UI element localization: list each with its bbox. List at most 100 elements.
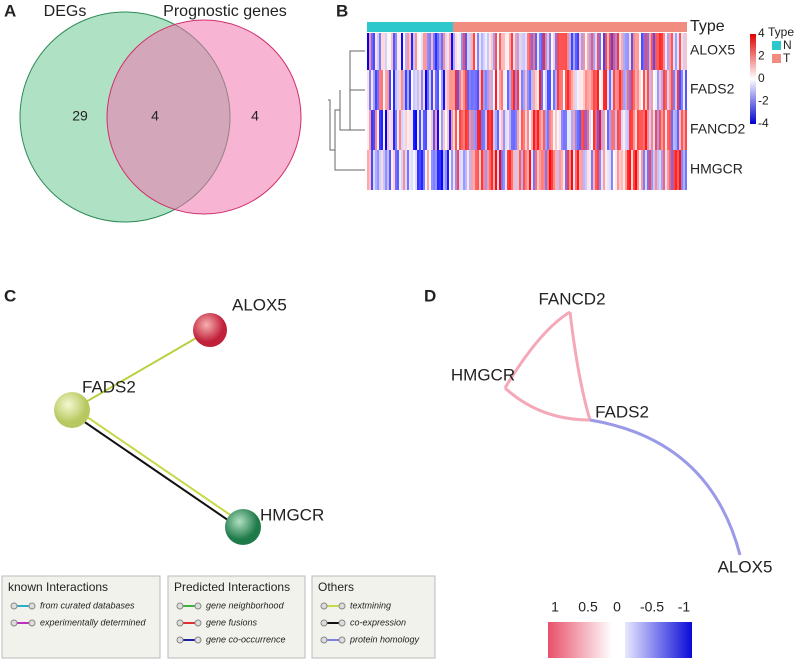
heat-cell bbox=[661, 150, 663, 190]
heat-cell bbox=[367, 110, 369, 150]
heat-cell bbox=[477, 33, 479, 70]
heat-cell bbox=[513, 110, 515, 150]
heat-cell bbox=[571, 33, 573, 70]
gene-label: FADS2 bbox=[690, 81, 735, 97]
heat-cell bbox=[513, 150, 515, 190]
heat-cell bbox=[421, 70, 423, 110]
heat-cell bbox=[571, 150, 573, 190]
heat-cell bbox=[623, 110, 625, 150]
colorbar-tick: 0 bbox=[758, 71, 765, 85]
heat-cell bbox=[577, 150, 579, 190]
heat-cell bbox=[389, 33, 391, 70]
heat-cell bbox=[553, 33, 555, 70]
heat-cell bbox=[601, 110, 603, 150]
heat-cell bbox=[423, 110, 425, 150]
heat-cell bbox=[615, 70, 617, 110]
heat-cell bbox=[415, 110, 417, 150]
heat-cell bbox=[495, 70, 497, 110]
heat-cell bbox=[455, 110, 457, 150]
heat-cell bbox=[503, 110, 505, 150]
heat-cell bbox=[453, 70, 455, 110]
heat-cell bbox=[381, 110, 383, 150]
heat-cell bbox=[439, 150, 441, 190]
heat-cell bbox=[575, 150, 577, 190]
legend-dot bbox=[176, 602, 184, 610]
heat-cell bbox=[393, 110, 395, 150]
heat-cell bbox=[433, 110, 435, 150]
heat-cell bbox=[507, 70, 509, 110]
heat-cell bbox=[483, 110, 485, 150]
heat-cell bbox=[625, 110, 627, 150]
heat-cell bbox=[431, 150, 433, 190]
heat-cell bbox=[639, 70, 641, 110]
heat-cell bbox=[571, 70, 573, 110]
heat-cell bbox=[391, 150, 393, 190]
heat-cell bbox=[469, 110, 471, 150]
heat-cell bbox=[589, 150, 591, 190]
heat-cell bbox=[681, 33, 683, 70]
legend-title: Predicted Interactions bbox=[174, 580, 290, 594]
legend-item: experimentally determined bbox=[40, 617, 147, 627]
heat-cell bbox=[635, 33, 637, 70]
heat-cell bbox=[509, 33, 511, 70]
heat-cell bbox=[585, 110, 587, 150]
heat-cell bbox=[677, 33, 679, 70]
heat-cell bbox=[665, 110, 667, 150]
legend-title: known Interactions bbox=[8, 580, 108, 594]
heat-cell bbox=[467, 70, 469, 110]
heat-cell bbox=[519, 110, 521, 150]
heat-cell bbox=[413, 110, 415, 150]
heat-cell bbox=[525, 33, 527, 70]
heat-cell bbox=[661, 110, 663, 150]
heat-cell bbox=[593, 70, 595, 110]
heat-cell bbox=[383, 33, 385, 70]
venn-count: 29 bbox=[72, 108, 88, 124]
heat-cell bbox=[499, 33, 501, 70]
heat-cell bbox=[401, 70, 403, 110]
heat-cell bbox=[537, 33, 539, 70]
heat-cell bbox=[465, 70, 467, 110]
heat-cell bbox=[615, 150, 617, 190]
heat-cell bbox=[485, 150, 487, 190]
heat-cell bbox=[579, 110, 581, 150]
heat-cell bbox=[639, 150, 641, 190]
heat-cell bbox=[519, 150, 521, 190]
heat-cell bbox=[635, 110, 637, 150]
heat-cell bbox=[445, 33, 447, 70]
heat-cell bbox=[407, 33, 409, 70]
heat-cell bbox=[645, 33, 647, 70]
heat-cell bbox=[649, 70, 651, 110]
heat-cell bbox=[541, 33, 543, 70]
heat-cell bbox=[619, 70, 621, 110]
heat-cell bbox=[409, 110, 411, 150]
heat-cell bbox=[427, 150, 429, 190]
heat-cell bbox=[405, 150, 407, 190]
heat-cell bbox=[421, 150, 423, 190]
heat-cell bbox=[523, 110, 525, 150]
heat-cell bbox=[467, 110, 469, 150]
heat-cell bbox=[653, 110, 655, 150]
heat-cell bbox=[371, 33, 373, 70]
heat-cell bbox=[587, 150, 589, 190]
heat-cell bbox=[633, 33, 635, 70]
heat-cell bbox=[411, 150, 413, 190]
heat-cell bbox=[551, 33, 553, 70]
heat-cell bbox=[685, 70, 687, 110]
legend-dot bbox=[194, 636, 202, 644]
heat-cell bbox=[433, 70, 435, 110]
heat-cell bbox=[539, 110, 541, 150]
heat-cell bbox=[635, 70, 637, 110]
heat-cell bbox=[423, 150, 425, 190]
heat-cell bbox=[459, 33, 461, 70]
heat-cell bbox=[591, 110, 593, 150]
heat-cell bbox=[467, 33, 469, 70]
scale-tick: -1 bbox=[678, 599, 691, 615]
heat-cell bbox=[597, 70, 599, 110]
heat-cell bbox=[569, 110, 571, 150]
heat-cell bbox=[643, 70, 645, 110]
heat-cell bbox=[425, 70, 427, 110]
heat-cell bbox=[613, 70, 615, 110]
heat-cell bbox=[439, 33, 441, 70]
heat-cell bbox=[395, 150, 397, 190]
